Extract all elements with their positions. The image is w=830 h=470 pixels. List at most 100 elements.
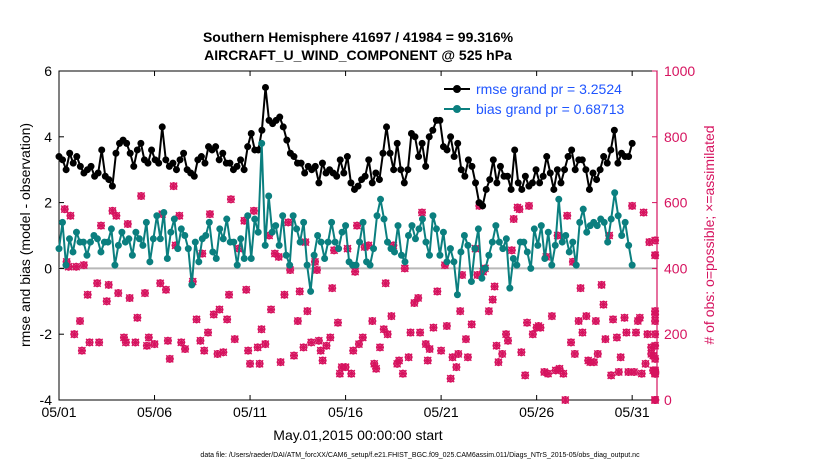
obs-assimilated-marker — [125, 294, 134, 303]
obs-assimilated-marker — [515, 205, 524, 214]
series-point-bias — [488, 238, 496, 246]
obs-assimilated-marker — [637, 369, 646, 378]
series-point-bias — [303, 261, 311, 269]
obs-count-marker — [299, 343, 308, 352]
obs-assimilated-marker — [559, 369, 568, 378]
series-point-bias — [184, 245, 192, 253]
obs-assimilated-marker — [177, 338, 186, 347]
series-point-rmse — [261, 83, 269, 91]
obs-assimilated-marker — [257, 325, 266, 334]
x-tick-label: 05/31 — [615, 404, 650, 420]
series-point-bias — [205, 218, 213, 226]
series-point-rmse — [596, 166, 604, 174]
series-point-rmse — [393, 139, 401, 147]
obs-assimilated-marker — [353, 221, 362, 230]
obs-assimilated-marker — [341, 363, 350, 372]
obs-count-marker — [161, 285, 170, 294]
series-point-bias — [422, 238, 430, 246]
obs-count-marker — [536, 323, 545, 332]
series-point-rmse — [564, 153, 572, 161]
obs-assimilated-marker — [647, 343, 656, 352]
series-point-bias — [58, 218, 66, 226]
obs-count-marker — [79, 261, 88, 270]
obs-assimilated-marker — [66, 211, 75, 220]
obs-count-marker — [456, 307, 465, 316]
series-point-bias — [139, 241, 147, 249]
series-point-rmse — [76, 162, 84, 170]
obs-assimilated-marker — [404, 353, 413, 362]
obs-assimilated-marker — [563, 211, 572, 220]
obs-assimilated-marker — [616, 353, 625, 362]
series-point-bias — [79, 238, 87, 246]
obs-assimilated-marker — [593, 349, 602, 358]
obs-count-marker — [484, 307, 493, 316]
series-point-bias — [240, 255, 248, 263]
legend-box — [438, 76, 652, 116]
obs-count-marker — [104, 280, 113, 289]
obs-count-marker — [528, 330, 537, 339]
series-point-bias — [548, 261, 556, 269]
obs-assimilated-marker — [492, 341, 501, 350]
obs-assimilated-marker — [387, 312, 396, 321]
obs-count-marker — [293, 317, 302, 326]
obs-count-marker — [351, 267, 360, 276]
series-point-rmse — [585, 185, 593, 193]
x-tick-label: 05/11 — [233, 404, 267, 420]
obs-assimilated-marker — [351, 267, 360, 276]
obs-count-marker — [387, 312, 396, 321]
series-point-rmse — [62, 166, 70, 174]
obs-assimilated-marker — [316, 346, 325, 355]
series-point-bias — [275, 241, 283, 249]
series-point-bias — [142, 218, 150, 226]
obs-count-marker — [651, 354, 660, 363]
obs-assimilated-marker — [112, 211, 121, 220]
obs-assimilated-marker — [311, 257, 320, 266]
obs-assimilated-marker — [76, 317, 85, 326]
y-tick-label-right: 600 — [664, 195, 688, 211]
obs-count-marker — [284, 218, 293, 227]
y-tick-label-right: 800 — [664, 129, 688, 145]
series-point-bias — [384, 238, 392, 246]
series-point-bias — [237, 235, 245, 243]
obs-assimilated-marker — [400, 264, 409, 273]
series-point-rmse — [258, 126, 266, 134]
series-point-bias — [342, 222, 350, 230]
series-point-bias — [65, 235, 73, 243]
legend-marker-bias — [453, 105, 461, 113]
obs-count-marker — [651, 396, 660, 404]
series-point-rmse — [536, 179, 544, 187]
series-point-bias — [391, 248, 399, 256]
series-point-rmse — [137, 139, 145, 147]
series-point-bias — [373, 212, 381, 220]
series-point-rmse — [361, 172, 369, 180]
obs-assimilated-marker — [219, 348, 228, 357]
series-point-bias — [467, 278, 475, 286]
series-point-bias — [195, 258, 203, 266]
series-point-bias — [614, 212, 622, 220]
series-point-bias — [93, 235, 101, 243]
obs-count-marker — [225, 290, 234, 299]
obs-assimilated-marker — [121, 338, 130, 347]
obs-assimilated-marker — [265, 231, 274, 240]
obs-count-marker — [398, 369, 407, 378]
obs-count-marker — [200, 346, 209, 355]
series-point-rmse — [240, 166, 248, 174]
series-point-bias — [579, 205, 587, 213]
obs-count-marker — [639, 208, 648, 217]
obs-count-marker — [559, 369, 568, 378]
obs-assimilated-marker — [643, 330, 652, 339]
series-point-rmse — [390, 166, 398, 174]
y-tick-label-left: 6 — [44, 63, 52, 79]
obs-assimilated-marker — [544, 369, 553, 378]
obs-assimilated-marker — [576, 284, 585, 293]
series-point-bias — [244, 212, 252, 220]
series-point-bias — [625, 241, 633, 249]
series-point-rmse — [504, 172, 512, 180]
obs-count-marker — [567, 338, 576, 347]
series-point-bias — [502, 235, 510, 243]
obs-assimilated-marker — [108, 206, 117, 215]
obs-count-marker — [226, 195, 235, 204]
obs-count-marker — [416, 328, 425, 337]
obs-assimilated-marker — [93, 279, 102, 288]
series-point-rmse — [315, 179, 323, 187]
